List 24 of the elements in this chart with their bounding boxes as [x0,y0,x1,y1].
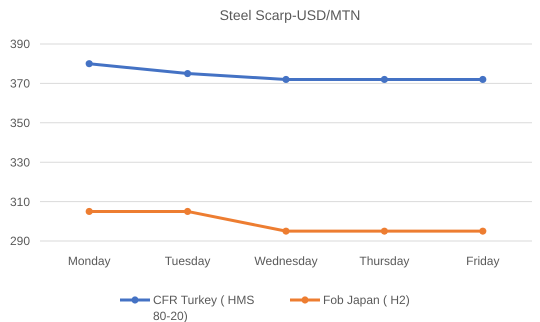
point [479,76,486,84]
x-tick-label: Wednesday [254,254,318,268]
legend-label: CFR Turkey ( HMS 80-20) [153,293,254,322]
y-tick-label: 370 [10,76,30,91]
point [184,70,192,78]
legend-label: Fob Japan ( H2) [323,293,410,308]
point [380,76,388,84]
y-tick-label: 310 [10,194,30,209]
point [282,228,290,235]
y-tick-label: 290 [10,234,30,248]
y-tick-label: 330 [10,155,30,170]
y-tick-label: 390 [10,37,30,52]
chart-title: Steel Scarp-USD/MTN [220,7,360,23]
y-tick-label: 350 [10,116,30,130]
x-tick-label: Friday [466,254,500,268]
point [86,60,93,68]
x-tick-label: Monday [68,254,111,268]
point [479,228,486,235]
x-tick-label: Tuesday [164,254,210,268]
point [86,208,93,216]
point [380,228,388,235]
point [184,208,192,216]
x-tick-label: Thursday [359,254,410,268]
point [282,76,290,84]
